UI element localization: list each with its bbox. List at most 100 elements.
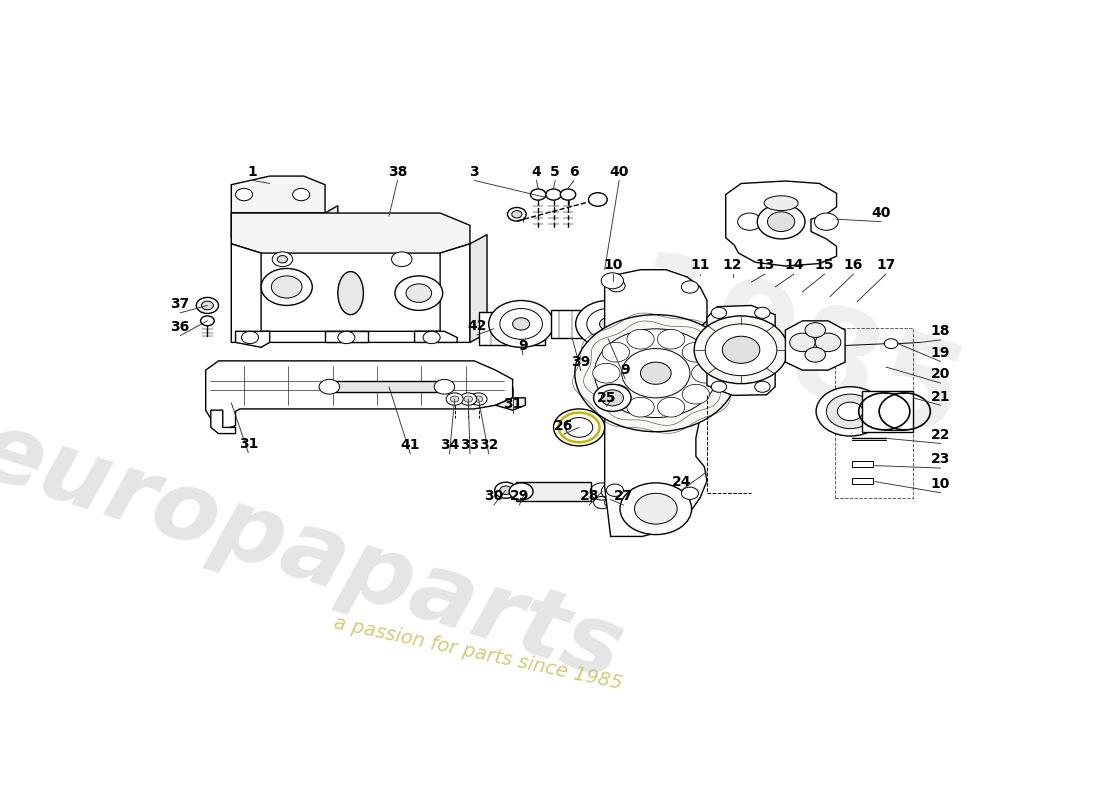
Text: 31: 31 — [503, 397, 522, 411]
Circle shape — [627, 330, 654, 349]
Text: 10: 10 — [931, 477, 950, 491]
Polygon shape — [211, 410, 235, 434]
Circle shape — [814, 213, 838, 230]
Text: 1985: 1985 — [609, 243, 978, 466]
Polygon shape — [470, 234, 487, 342]
Circle shape — [602, 390, 624, 406]
Circle shape — [470, 393, 487, 406]
Text: 29: 29 — [509, 490, 529, 503]
Circle shape — [319, 379, 340, 394]
Circle shape — [602, 273, 624, 289]
Circle shape — [200, 316, 214, 326]
Text: 6: 6 — [569, 165, 579, 178]
Circle shape — [261, 219, 278, 231]
Text: 3: 3 — [470, 165, 480, 178]
Text: 14: 14 — [784, 258, 804, 273]
Polygon shape — [231, 244, 470, 342]
Text: 25: 25 — [596, 391, 616, 405]
Text: 13: 13 — [756, 258, 774, 273]
Circle shape — [712, 307, 727, 318]
Bar — [851, 462, 873, 467]
Circle shape — [512, 210, 522, 218]
Circle shape — [815, 333, 840, 352]
Text: 1: 1 — [248, 165, 257, 178]
Text: 27: 27 — [614, 490, 634, 503]
Circle shape — [658, 398, 684, 417]
Text: 26: 26 — [554, 418, 573, 433]
Circle shape — [682, 384, 710, 404]
Polygon shape — [326, 331, 367, 342]
Circle shape — [602, 384, 629, 404]
Text: 5: 5 — [550, 165, 560, 178]
Circle shape — [681, 281, 698, 293]
Circle shape — [805, 322, 825, 338]
Circle shape — [499, 309, 542, 339]
Text: 36: 36 — [170, 320, 189, 334]
Circle shape — [658, 330, 684, 349]
Text: europaparts: europaparts — [0, 404, 634, 700]
Circle shape — [816, 386, 884, 436]
Circle shape — [805, 347, 825, 362]
Circle shape — [293, 189, 310, 201]
Text: 33: 33 — [461, 438, 480, 452]
Text: 40: 40 — [871, 206, 891, 220]
Text: 15: 15 — [815, 258, 835, 273]
Text: 31: 31 — [239, 437, 258, 451]
Circle shape — [560, 189, 575, 200]
Circle shape — [272, 276, 302, 298]
Circle shape — [681, 487, 698, 499]
Polygon shape — [235, 331, 270, 347]
Circle shape — [499, 486, 512, 494]
Circle shape — [447, 393, 463, 406]
Circle shape — [600, 318, 617, 330]
Circle shape — [242, 331, 258, 344]
Circle shape — [790, 333, 815, 352]
Polygon shape — [707, 306, 776, 395]
Text: 24: 24 — [672, 474, 691, 489]
Text: 18: 18 — [931, 324, 950, 338]
Text: 41: 41 — [400, 438, 420, 452]
Circle shape — [606, 484, 624, 496]
Circle shape — [738, 213, 761, 230]
Text: 9: 9 — [620, 363, 630, 377]
Circle shape — [338, 331, 355, 344]
Text: 12: 12 — [723, 258, 743, 273]
Circle shape — [755, 307, 770, 318]
Circle shape — [682, 342, 710, 362]
Circle shape — [755, 382, 770, 392]
Text: a passion for parts since 1985: a passion for parts since 1985 — [332, 614, 625, 694]
Circle shape — [460, 393, 476, 406]
Circle shape — [594, 384, 631, 411]
Circle shape — [705, 324, 777, 376]
Circle shape — [692, 363, 719, 383]
Polygon shape — [785, 321, 845, 370]
Text: 32: 32 — [478, 438, 498, 452]
Bar — [551, 310, 585, 338]
Circle shape — [640, 362, 671, 384]
Circle shape — [565, 418, 593, 438]
Circle shape — [768, 212, 795, 231]
Circle shape — [495, 482, 517, 498]
Circle shape — [723, 336, 760, 363]
Polygon shape — [605, 270, 711, 537]
Circle shape — [593, 363, 620, 383]
Text: 17: 17 — [877, 258, 895, 273]
Circle shape — [588, 193, 607, 206]
Circle shape — [272, 252, 293, 266]
Circle shape — [546, 189, 561, 200]
Polygon shape — [764, 196, 799, 210]
Bar — [329, 382, 449, 392]
Circle shape — [712, 382, 727, 392]
Circle shape — [507, 207, 526, 221]
Text: 10: 10 — [604, 258, 623, 273]
Bar — [851, 478, 873, 484]
Circle shape — [277, 255, 287, 263]
Circle shape — [575, 301, 640, 347]
Bar — [516, 482, 591, 502]
Circle shape — [464, 396, 473, 402]
Text: 9: 9 — [518, 339, 528, 353]
Circle shape — [513, 318, 530, 330]
Circle shape — [575, 314, 737, 432]
Circle shape — [424, 331, 440, 344]
Text: 34: 34 — [440, 438, 459, 452]
